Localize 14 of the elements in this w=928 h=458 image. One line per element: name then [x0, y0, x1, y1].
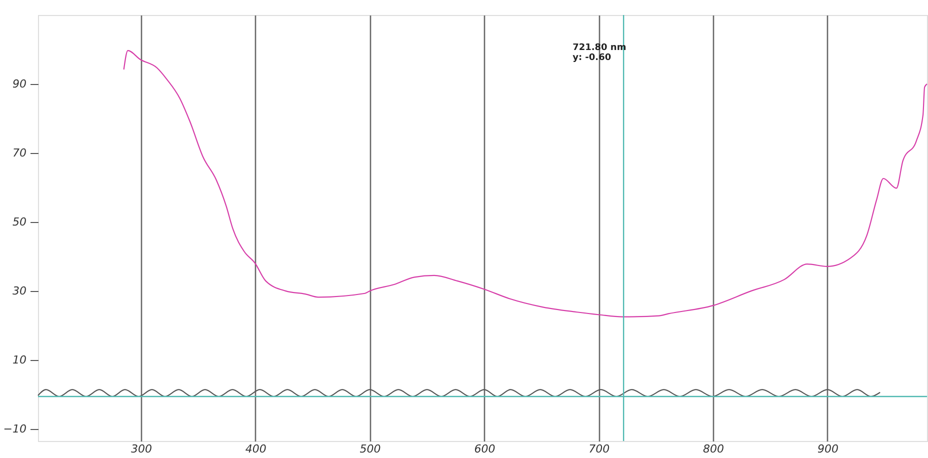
x-tick-label: 700	[588, 442, 610, 456]
x-tick-label: 300	[130, 442, 152, 456]
x-tick-label: 600	[474, 442, 496, 456]
y-tick-label: 90	[12, 77, 26, 90]
y-tick-label: 30	[12, 284, 26, 298]
x-tick-label: 900	[817, 442, 838, 456]
y-tick-label: 50	[12, 215, 26, 228]
y-tick-label: −10	[3, 422, 26, 436]
x-tick-label: 800	[703, 442, 724, 456]
x-tick-label: 500	[360, 442, 381, 456]
x-tick-label: 400	[245, 442, 266, 456]
y-tick-label: 70	[12, 146, 26, 160]
y-tick-label: 10	[12, 353, 26, 366]
line-series	[123, 50, 928, 318]
